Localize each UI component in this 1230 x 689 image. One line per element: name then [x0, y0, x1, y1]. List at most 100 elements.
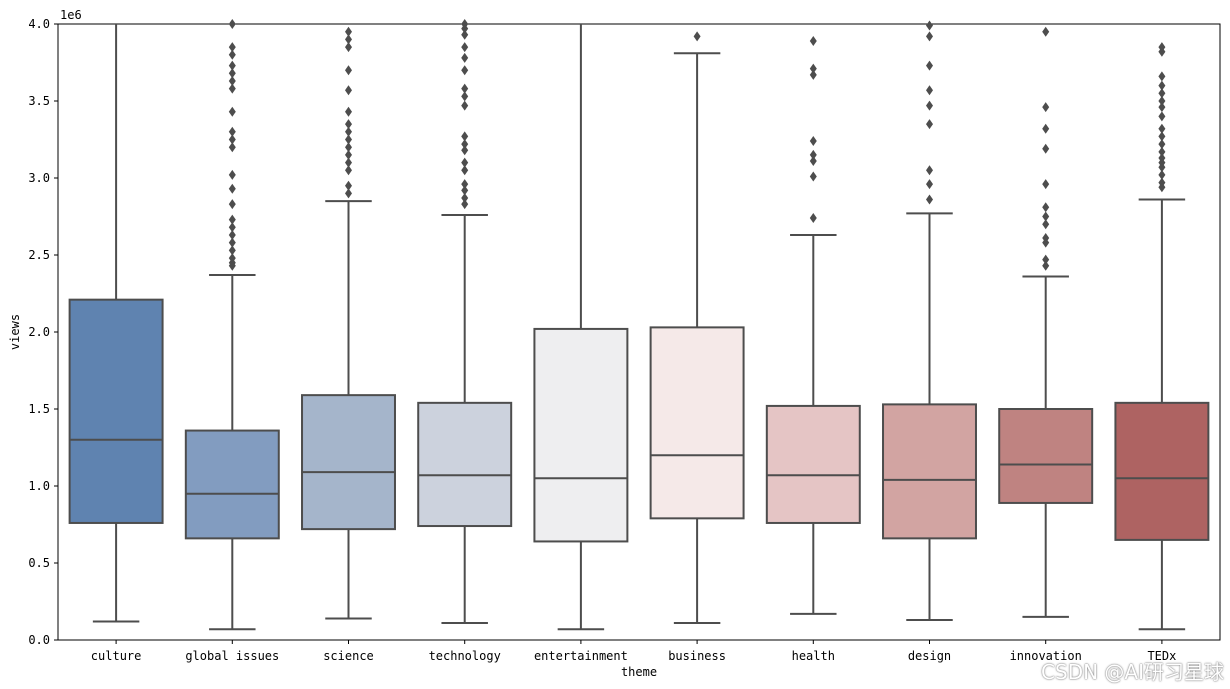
outlier-point: [461, 29, 469, 40]
x-tick-label: health: [792, 649, 835, 663]
outlier-point: [228, 222, 236, 233]
box-group-7: [882, 20, 977, 621]
y-tick-label: 3.5: [28, 94, 50, 108]
outlier-point: [461, 179, 469, 190]
box-group-5: [649, 31, 745, 625]
outlier-point: [1158, 139, 1166, 150]
outlier-point: [228, 68, 236, 79]
outlier-point: [1158, 102, 1166, 113]
iqr-box: [184, 429, 280, 540]
x-tick-label: entertainment: [534, 649, 628, 663]
outlier-point: [809, 171, 817, 182]
outlier-point: [926, 179, 933, 190]
y-tick-label: 2.5: [28, 248, 50, 262]
outlier-point: [461, 157, 469, 168]
outlier-point: [228, 75, 236, 86]
outlier-point: [809, 149, 817, 160]
outlier-point: [1158, 123, 1166, 134]
iqr-box: [301, 394, 396, 531]
outlier-point: [228, 60, 236, 71]
outlier-point: [228, 49, 236, 60]
outlier-point: [461, 52, 469, 63]
x-tick-label: design: [908, 649, 951, 663]
outlier-point: [1158, 146, 1166, 157]
box-group-9: [1114, 42, 1210, 631]
outlier-point: [461, 185, 469, 196]
outlier-point: [1158, 152, 1166, 163]
outlier-point: [1158, 80, 1166, 91]
boxes-layer: [68, 19, 1210, 631]
outlier-point: [228, 229, 236, 240]
outlier-point: [228, 245, 236, 256]
outlier-point: [228, 83, 236, 94]
outlier-point: [809, 156, 817, 167]
outlier-point: [228, 19, 236, 29]
outlier-point: [1158, 88, 1166, 99]
outlier-point: [809, 213, 817, 224]
outlier-point: [228, 169, 236, 180]
iqr-box: [1114, 401, 1210, 541]
outlier-point: [1042, 260, 1050, 271]
outlier-point: [461, 165, 469, 176]
outlier-point: [345, 42, 352, 53]
y-tick-label: 1.5: [28, 402, 50, 416]
outlier-point: [228, 183, 236, 194]
iqr-box: [882, 403, 977, 540]
outlier-point: [926, 20, 933, 31]
box-group-2: [301, 26, 396, 620]
outlier-point: [345, 126, 352, 137]
outlier-point: [1042, 254, 1050, 265]
outlier-point: [1158, 169, 1166, 180]
outlier-point: [461, 131, 469, 142]
outlier-point: [461, 199, 469, 210]
outlier-point: [345, 85, 352, 96]
box-group-6: [765, 35, 861, 615]
outlier-point: [1158, 96, 1166, 106]
outlier-point: [345, 65, 352, 76]
x-tick-label: global issues: [185, 649, 279, 663]
outlier-point: [809, 35, 817, 46]
outlier-point: [1042, 179, 1050, 190]
outlier-point: [228, 106, 236, 117]
outlier-point: [1042, 26, 1050, 37]
outlier-point: [1158, 71, 1166, 82]
outlier-point: [926, 60, 933, 71]
x-tick-label: innovation: [1010, 649, 1082, 663]
outlier-point: [461, 19, 469, 29]
outlier-point: [1042, 143, 1050, 154]
outlier-point: [345, 34, 352, 45]
outlier-point: [1042, 211, 1050, 222]
x-axis-title: theme: [621, 665, 657, 679]
outlier-point: [461, 145, 469, 156]
outlier-point: [228, 237, 236, 248]
iqr-box: [417, 401, 513, 528]
outlier-point: [228, 126, 236, 137]
outlier-point: [809, 136, 817, 147]
outlier-point: [345, 26, 352, 37]
x-tick-label: culture: [91, 649, 142, 663]
outlier-point: [1158, 42, 1166, 53]
outlier-point: [461, 42, 469, 53]
outlier-point: [345, 165, 352, 176]
outlier-point: [345, 106, 352, 117]
outlier-point: [228, 142, 236, 153]
outlier-point: [345, 149, 352, 160]
box-group-0: [68, 24, 164, 623]
box-group-8: [998, 26, 1094, 618]
outlier-point: [926, 100, 933, 111]
outlier-point: [1158, 177, 1166, 188]
outlier-point: [926, 165, 933, 176]
outlier-point: [926, 194, 933, 205]
outlier-point: [461, 83, 469, 94]
x-tick-label: TEDx: [1147, 649, 1176, 663]
y-tick-label: 1.0: [28, 479, 50, 493]
iqr-box: [533, 327, 629, 543]
y-offset-label: 1e6: [60, 8, 82, 22]
outlier-point: [1158, 111, 1166, 122]
outlier-point: [345, 142, 352, 153]
outlier-point: [1158, 131, 1166, 142]
outlier-point: [461, 100, 469, 111]
outlier-point: [228, 134, 236, 145]
x-tick-label: science: [323, 649, 374, 663]
outlier-point: [228, 253, 236, 264]
